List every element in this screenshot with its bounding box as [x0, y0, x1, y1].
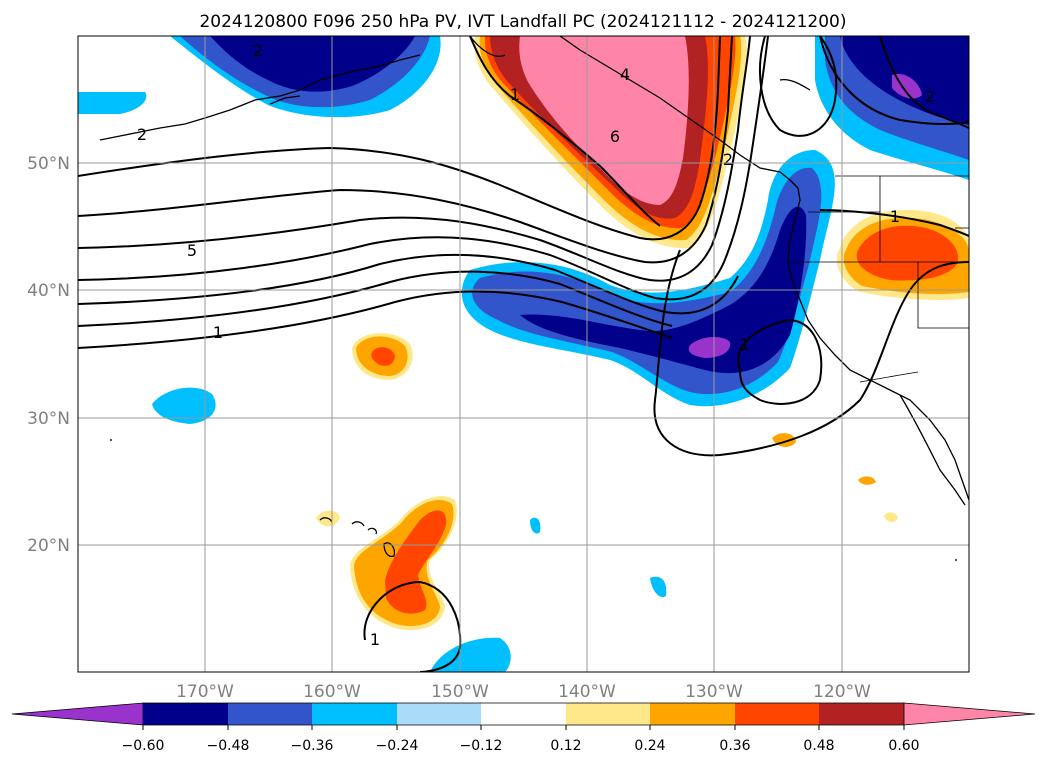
contour-label-5: 5 [187, 241, 197, 260]
colorbar-tick-label: −0.60 [122, 738, 165, 754]
colorbar-tick-label: −0.48 [207, 738, 250, 754]
lat-label-30n: 30°N [27, 409, 70, 429]
contour-label-2-bering: 2 [253, 41, 263, 60]
colorbar-swatch-1 [143, 703, 228, 725]
colorbar-swatch-4 [397, 703, 481, 725]
contour-label-4: 4 [620, 65, 630, 84]
positive-anomaly-hawaii [350, 496, 457, 631]
contour-label-2-far-west: 2 [137, 125, 147, 144]
contour-label-2-northeast: 2 [925, 87, 935, 106]
colorbar-swatch-6 [566, 703, 650, 725]
colorbar: −0.60 −0.48 −0.36 −0.24 −0.12 0.12 0.24 … [11, 702, 1036, 754]
lat-label-40n: 40°N [27, 281, 70, 301]
lon-label-130w: 130°W [685, 682, 743, 702]
longitude-labels: 170°W 160°W 150°W 140°W 130°W 120°W [176, 682, 871, 702]
colorbar-swatch-9 [819, 703, 904, 725]
latitude-labels: 50°N 40°N 30°N 20°N [27, 154, 70, 556]
lon-label-160w: 160°W [303, 682, 361, 702]
colorbar-tick-label: 0.60 [888, 738, 919, 754]
colorbar-extend-low [11, 702, 144, 726]
colorbar-tick-label: −0.36 [291, 738, 334, 754]
colorbar-swatch-5 [481, 703, 566, 725]
pv-contours [78, 36, 969, 672]
lon-label-120w: 120°W [813, 682, 871, 702]
contour-label-1-west: 1 [213, 323, 223, 342]
chart-title: 2024120800 F096 250 hPa PV, IVT Landfall… [199, 12, 846, 32]
contour-label-1-northwest: 1 [890, 207, 900, 226]
negative-anomaly-bering [78, 36, 441, 118]
lat-label-50n: 50°N [27, 154, 70, 174]
contour-label-1-hawaii: 1 [370, 630, 380, 649]
map-panel: 6 4 2 1 5 1 1 1 1 2 2 2 [77, 35, 970, 673]
pv-contour-labels: 6 4 2 1 5 1 1 1 1 2 2 2 [137, 41, 935, 649]
contour-label-6: 6 [610, 127, 620, 146]
contour-label-1: 1 [510, 85, 520, 104]
colorbar-tick-label: 0.36 [719, 738, 750, 754]
contour-label-1-east: 1 [740, 335, 750, 354]
colorbar-tick-label: −0.24 [376, 738, 419, 754]
colorbar-swatch-3 [312, 703, 397, 725]
positive-anomaly-gulf-of-alaska [474, 36, 748, 249]
gridlines [78, 36, 969, 672]
colorbar-tick-label: 0.24 [634, 738, 665, 754]
negative-anomaly-central-pacific [461, 150, 835, 407]
negative-anomaly-northeast [815, 36, 969, 180]
state-borders [790, 175, 969, 383]
lon-label-140w: 140°W [558, 682, 616, 702]
colorbar-swatch-8 [735, 703, 819, 725]
colorbar-tick-label: 0.12 [550, 738, 581, 754]
colorbar-extend-high [903, 702, 1036, 726]
positive-anomaly-small-patches [316, 333, 898, 527]
lat-label-20n: 20°N [27, 536, 70, 556]
colorbar-tick-label: −0.12 [460, 738, 503, 754]
coastlines [99, 36, 969, 561]
colorbar-swatch-7 [650, 703, 735, 725]
lon-label-150w: 150°W [431, 682, 489, 702]
colorbar-swatch-2 [228, 703, 312, 725]
contour-label-2: 2 [723, 150, 733, 169]
colorbar-tick-label: 0.48 [803, 738, 834, 754]
lon-label-170w: 170°W [176, 682, 234, 702]
positive-anomaly-great-basin [836, 209, 969, 300]
